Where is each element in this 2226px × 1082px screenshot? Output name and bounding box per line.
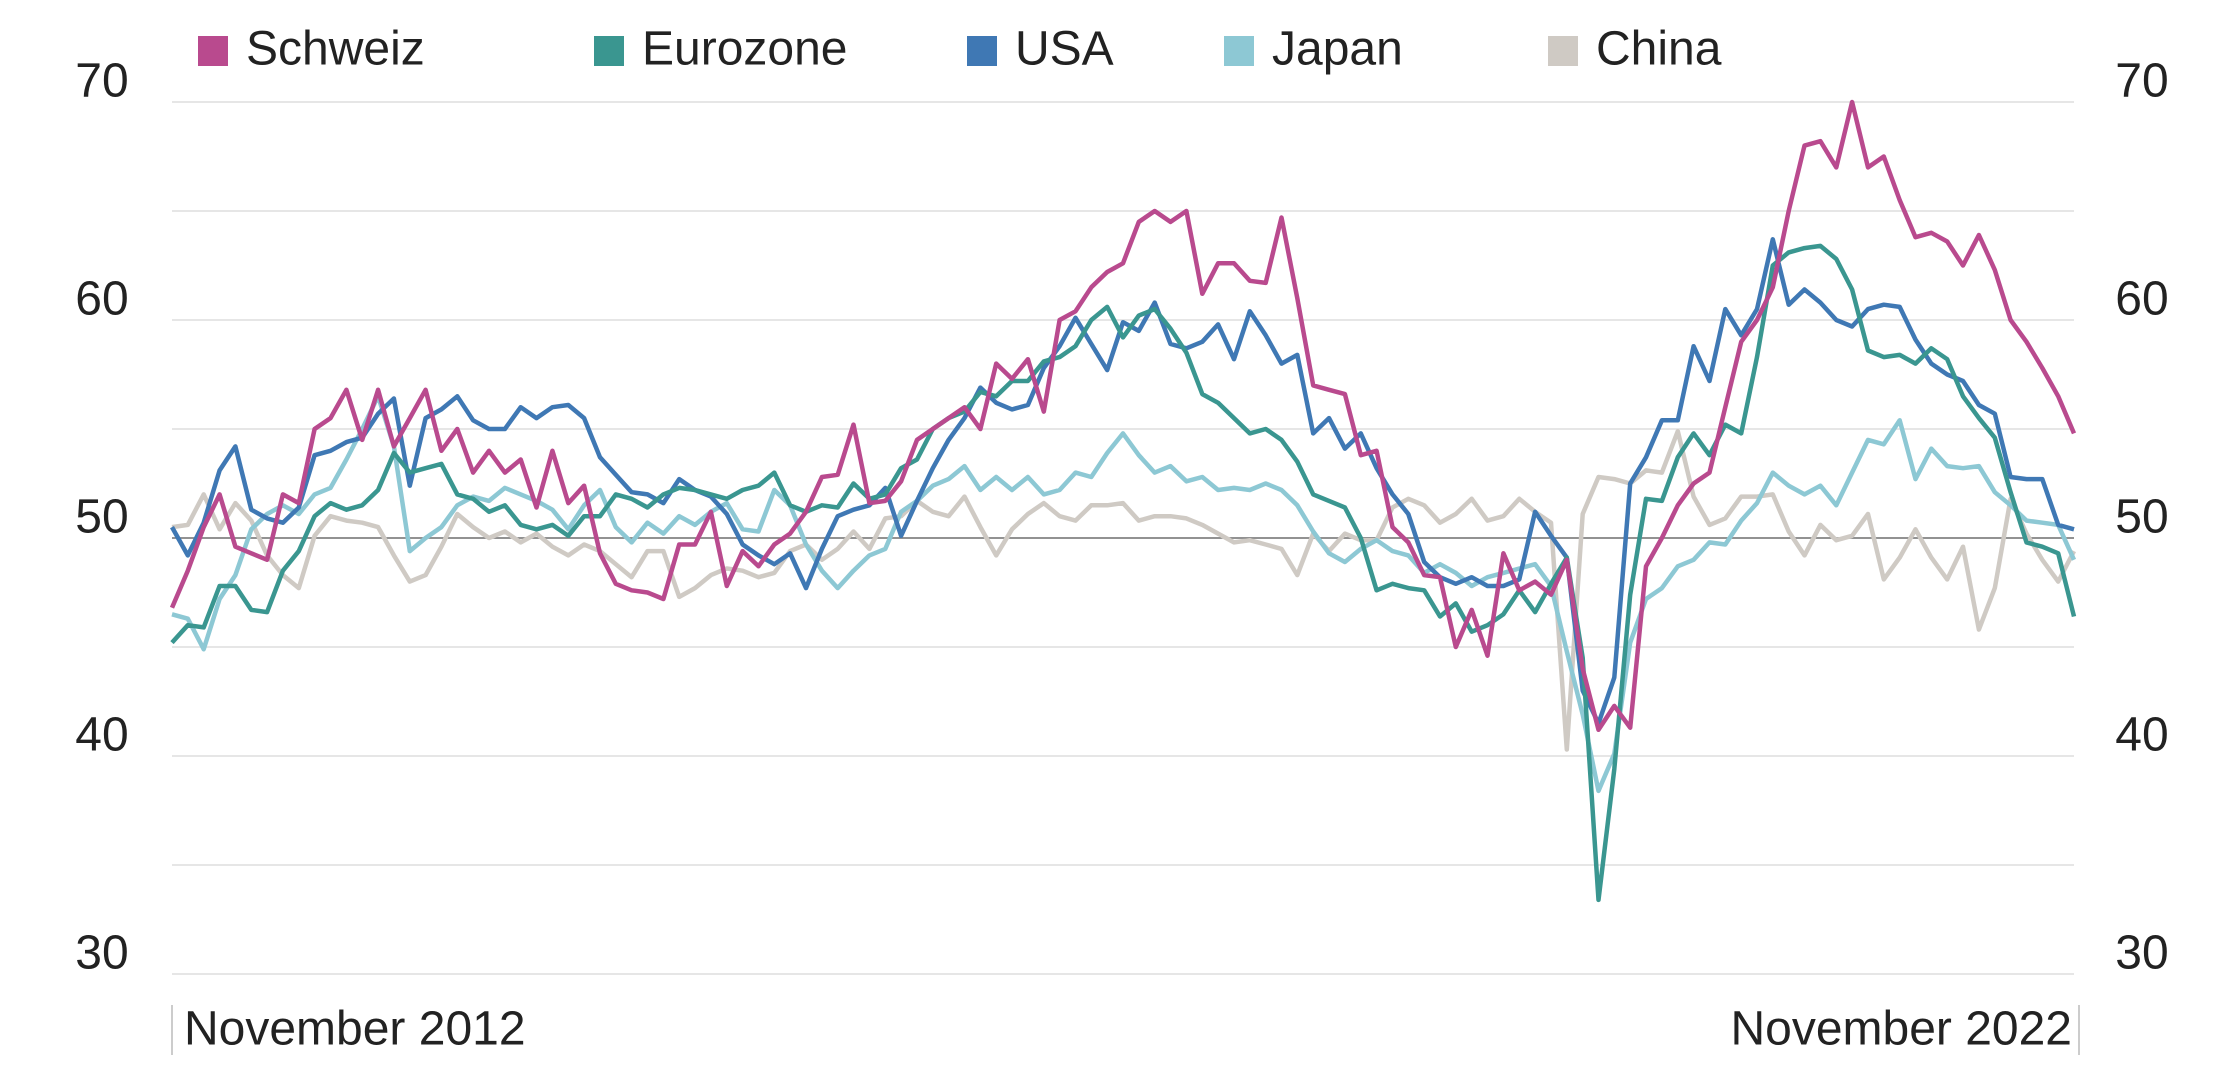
legend-swatch	[594, 36, 624, 66]
legend-label: Eurozone	[642, 23, 847, 76]
y2-tick-label: 50	[2115, 491, 2168, 544]
x-tick-label: November 2022	[1730, 1003, 2072, 1056]
series-line	[171, 428, 2076, 752]
legend-label: Japan	[1272, 23, 1403, 76]
legend-swatch	[198, 36, 228, 66]
legend-label: China	[1596, 23, 1722, 76]
legend-label: Schweiz	[246, 23, 425, 76]
y-tick-label: 40	[75, 709, 128, 762]
series-line	[169, 99, 2077, 733]
series-line	[170, 237, 2075, 726]
y2-tick-label: 60	[2115, 273, 2168, 326]
y-tick-label: 30	[75, 927, 128, 980]
x-tick-label: November 2012	[184, 1003, 526, 1056]
y2-tick-label: 40	[2115, 709, 2168, 762]
y-tick-label: 70	[75, 55, 128, 108]
y2-tick-label: 30	[2115, 927, 2168, 980]
series-line	[171, 394, 2077, 794]
legend-swatch	[1224, 36, 1254, 66]
y2-tick-label: 70	[2115, 55, 2168, 108]
series-line	[170, 243, 2077, 903]
legend-swatch	[1548, 36, 1578, 66]
legend-swatch	[967, 36, 997, 66]
y-tick-label: 60	[75, 273, 128, 326]
y-tick-label: 50	[75, 491, 128, 544]
legend-label: USA	[1015, 23, 1114, 76]
